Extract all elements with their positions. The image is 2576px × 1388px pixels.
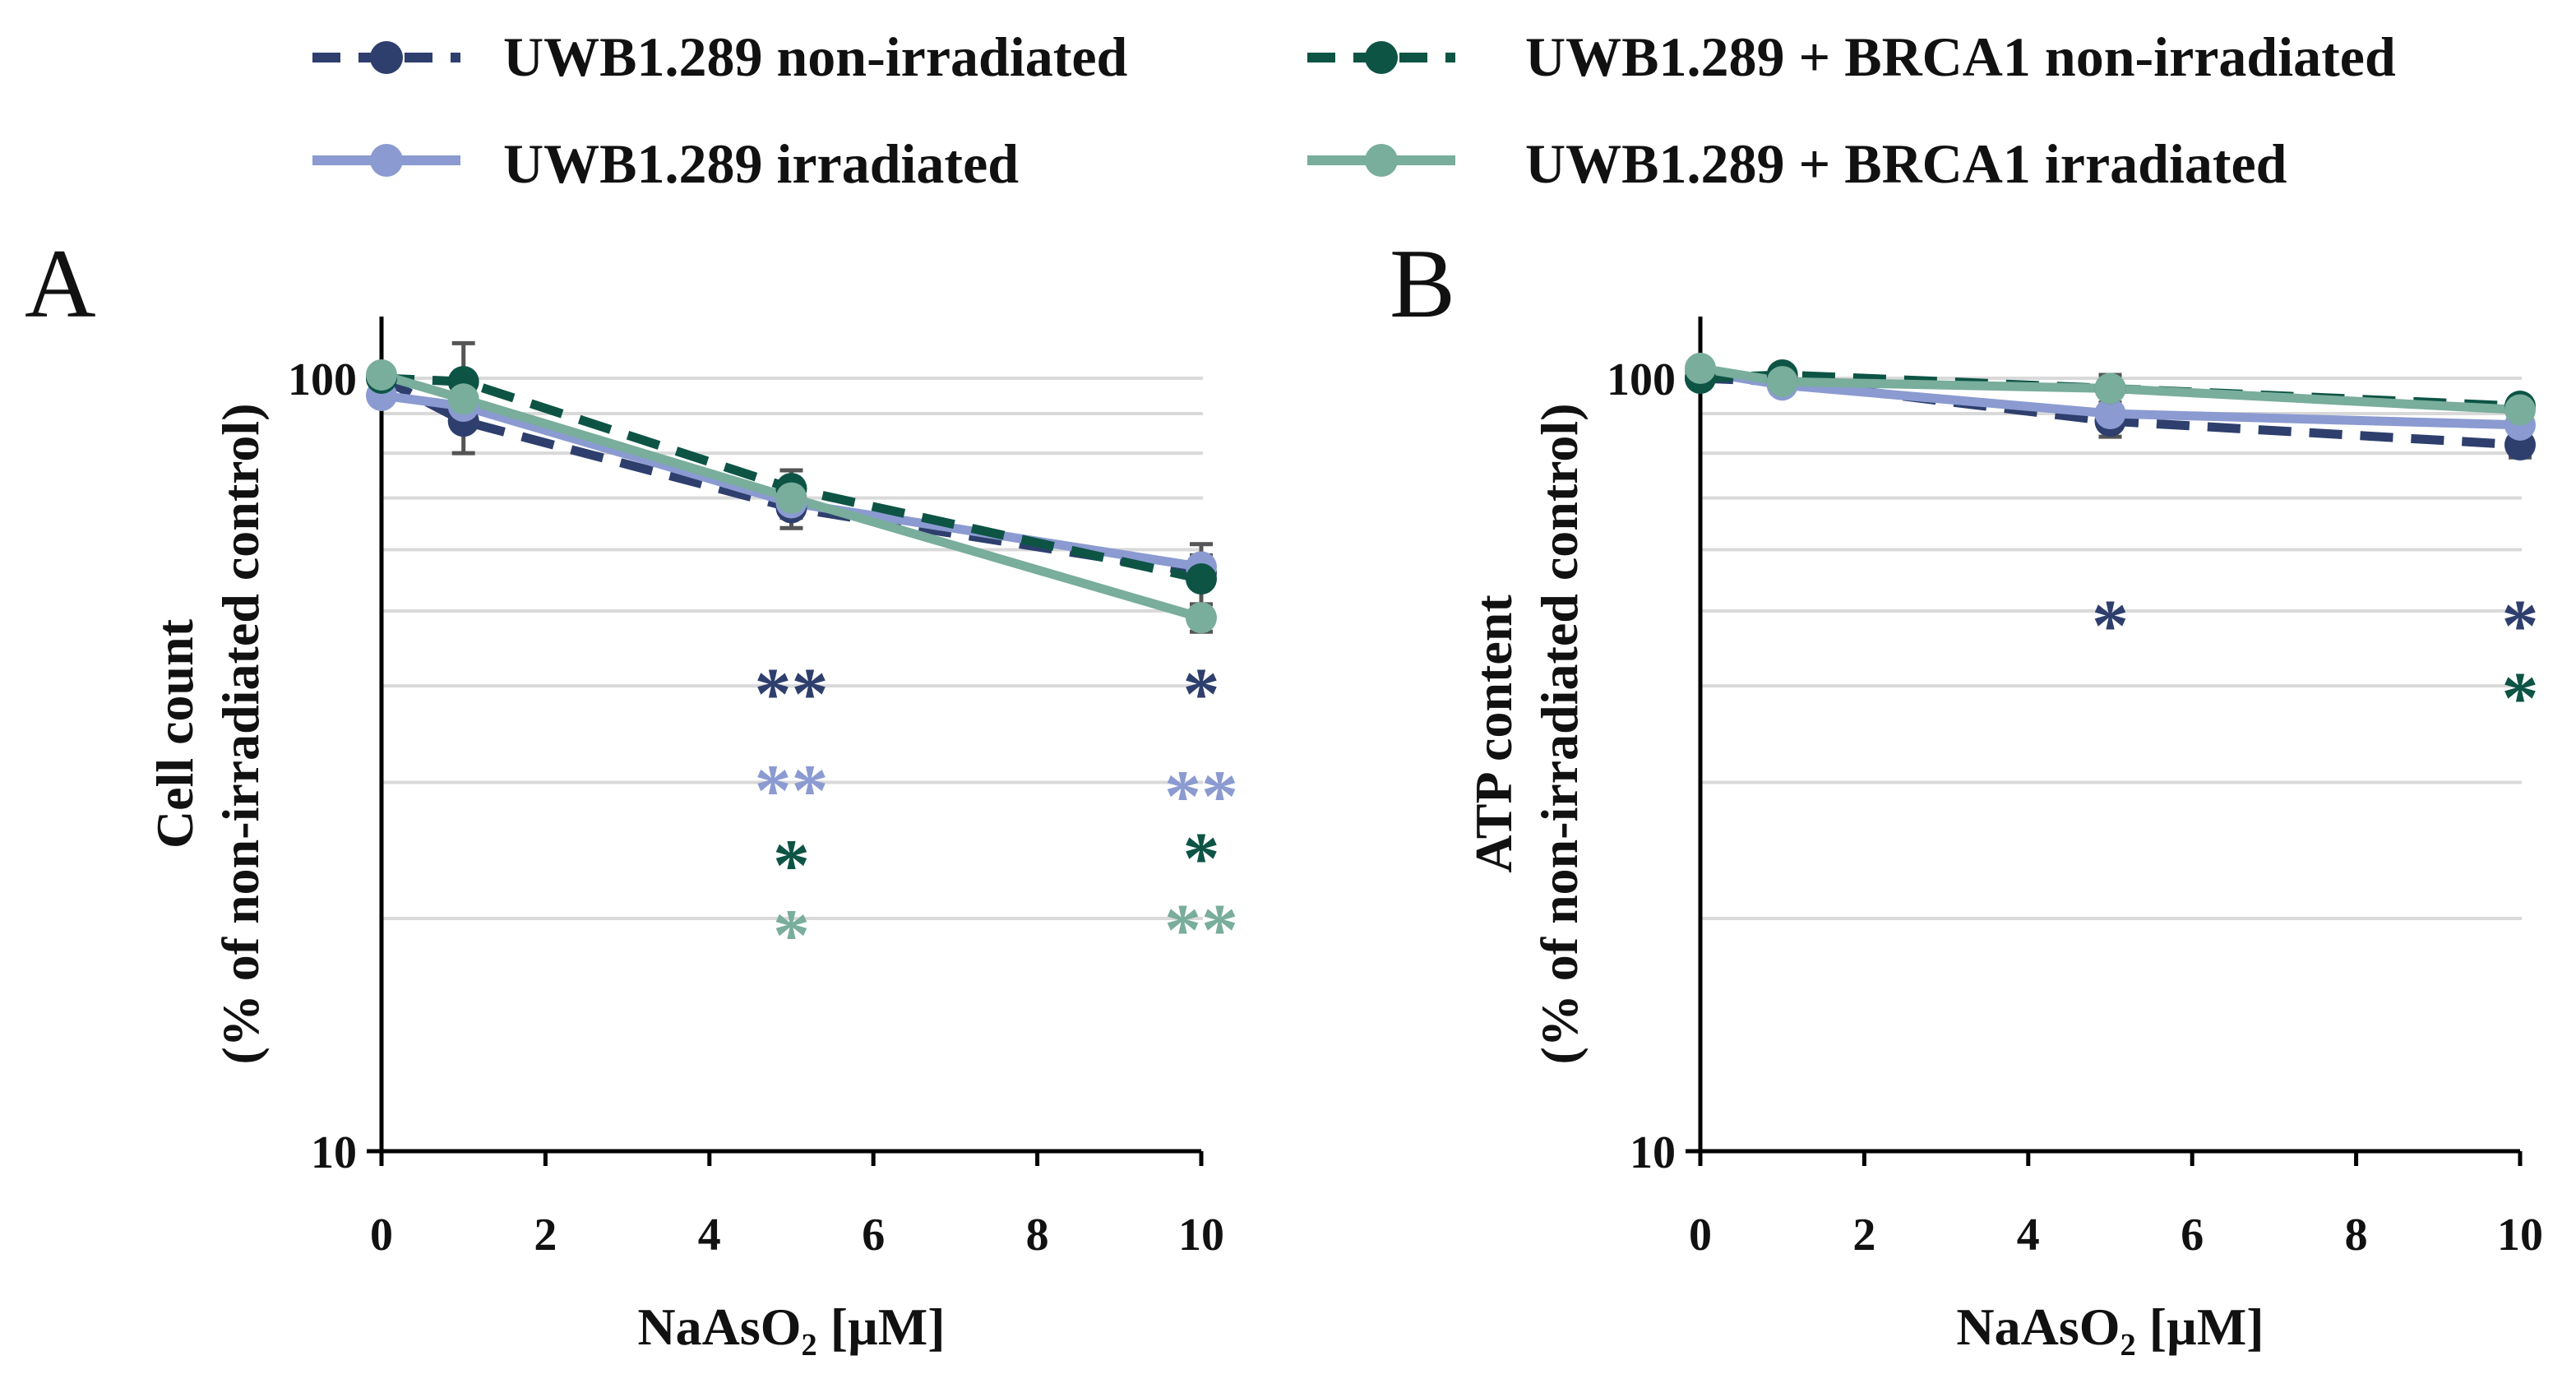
- y-tick-label: 10: [1630, 1127, 1676, 1178]
- significance-asterisk: **: [1164, 756, 1238, 837]
- gridlines: [1700, 377, 2522, 921]
- data-point-series-4: [2094, 372, 2126, 405]
- legend-marker: [370, 41, 403, 74]
- x-tick-label: 8: [2345, 1210, 2368, 1261]
- x-tick-label: 4: [2017, 1210, 2040, 1261]
- legend-marker: [1365, 41, 1398, 74]
- data-point-series-4: [366, 359, 397, 391]
- series-line-4: [380, 370, 1203, 622]
- x-tick-label: 10: [2497, 1210, 2543, 1261]
- significance-asterisk: *: [773, 826, 810, 907]
- gridlines: [382, 377, 1203, 921]
- x-tick-label: 0: [1689, 1210, 1712, 1261]
- panel-b-letter: B: [1390, 229, 1455, 338]
- significance-markers: * **: [2092, 585, 2539, 739]
- panel-b-chart: B 0 2 4 6 8 10 10 100 NaAsO₂ [µM] ATP content (% o…: [1390, 229, 2543, 1356]
- data-point-series-3: [1186, 563, 1217, 595]
- data-point-series-4: [775, 482, 807, 514]
- significance-asterisk: *: [2502, 585, 2539, 667]
- significance-asterisk: *: [1183, 654, 1220, 735]
- y-tick-label: 100: [288, 354, 357, 405]
- series-group: [1685, 352, 2536, 461]
- y-tick-label: 10: [311, 1127, 357, 1178]
- legend-item: UWB1.289 irradiated: [312, 132, 1019, 195]
- x-tick-label: 6: [862, 1210, 885, 1261]
- y-tick-label: 100: [1607, 354, 1676, 405]
- y-axis-subtitle: (% of non-irradiated control): [211, 403, 270, 1064]
- panel-a-letter: A: [25, 229, 96, 338]
- significance-asterisk: **: [755, 751, 829, 832]
- legend-marker: [1365, 144, 1398, 177]
- series-line-4: [1700, 363, 2521, 414]
- x-tick-label: 8: [1026, 1210, 1049, 1261]
- data-point-series-4: [447, 383, 479, 415]
- y-axis-title: Cell count: [146, 618, 204, 849]
- panel-a-chart: A 0 2 4 6 8 10 10 100 NaAsO₂ [µM] Cell count (% of…: [25, 229, 1238, 1356]
- series-group: [366, 340, 1217, 634]
- x-tick-label: 0: [370, 1210, 393, 1261]
- significance-asterisk: *: [2502, 658, 2539, 739]
- series-line-1: [1700, 373, 2521, 450]
- significance-markers: ** *** *** ** **: [755, 654, 1239, 976]
- data-point-series-4: [1766, 366, 1798, 398]
- legend-marker: [370, 144, 403, 177]
- x-tick-label: 2: [534, 1210, 557, 1261]
- legend-label: UWB1.289 + BRCA1 irradiated: [1525, 132, 2287, 195]
- legend-label: UWB1.289 non-irradiated: [503, 25, 1128, 88]
- x-tick-label: 10: [1178, 1210, 1224, 1261]
- x-tick-label: 2: [1852, 1210, 1875, 1261]
- x-axis-title: NaAsO₂ [µM]: [637, 1298, 945, 1356]
- y-axis-title: ATP content: [1464, 595, 1523, 873]
- significance-asterisk: *: [773, 895, 810, 976]
- legend-label: UWB1.289 + BRCA1 non-irradiated: [1525, 25, 2396, 88]
- data-point-series-4: [1186, 602, 1217, 634]
- series-line-1: [379, 374, 1202, 578]
- legend-item: UWB1.289 + BRCA1 non-irradiated: [1307, 25, 2396, 88]
- data-point-series-4: [1685, 352, 1716, 384]
- x-tick-label: 4: [698, 1210, 721, 1261]
- legend-item: UWB1.289 non-irradiated: [312, 25, 1128, 88]
- legend-label: UWB1.289 irradiated: [503, 132, 1019, 195]
- significance-asterisk: *: [1183, 818, 1220, 900]
- legend: UWB1.289 non-irradiated UWB1.289 + BRCA1 …: [312, 25, 2396, 195]
- legend-item: UWB1.289 + BRCA1 irradiated: [1307, 132, 2287, 195]
- significance-asterisk: *: [2092, 585, 2129, 667]
- significance-asterisk: **: [755, 654, 829, 735]
- series-line-3: [381, 373, 1203, 584]
- x-tick-label: 6: [2181, 1210, 2204, 1261]
- data-point-series-2: [2094, 398, 2126, 430]
- x-axis-title: NaAsO₂ [µM]: [1956, 1298, 2264, 1356]
- data-point-series-4: [2504, 394, 2536, 426]
- y-axis-subtitle: (% of non-irradiated control): [1530, 403, 1589, 1064]
- significance-asterisk: **: [1164, 890, 1238, 971]
